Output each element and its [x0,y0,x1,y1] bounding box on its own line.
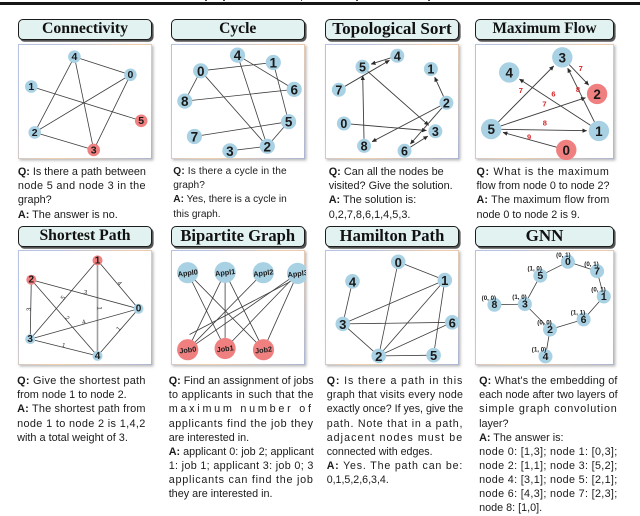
svg-text:9: 9 [527,133,531,142]
svg-text:(0, 0): (0, 0) [537,320,551,327]
svg-text:2: 2 [547,324,553,336]
svg-text:6: 6 [581,314,587,326]
svg-text:4: 4 [71,51,77,63]
svg-text:1: 1 [115,325,123,333]
svg-text:0: 0 [127,69,133,81]
svg-text:2: 2 [32,127,38,139]
svg-text:4: 4 [95,351,101,362]
svg-text:Appl2: Appl2 [252,267,273,278]
svg-text:1: 1 [28,81,34,93]
svg-text:(0, 1): (0, 1) [584,261,598,268]
svg-text:1: 1 [96,306,103,310]
svg-text:2: 2 [263,139,271,154]
svg-text:7: 7 [519,86,523,95]
svg-text:3: 3 [27,334,33,345]
svg-text:2: 2 [375,349,382,364]
svg-text:3: 3 [91,144,97,156]
svg-text:7: 7 [579,64,583,73]
svg-text:8: 8 [543,119,547,128]
svg-text:Job2: Job2 [254,344,272,355]
svg-text:2: 2 [63,315,71,323]
svg-text:4: 4 [115,280,123,288]
svg-text:7: 7 [594,266,600,278]
svg-text:6: 6 [290,82,298,97]
svg-text:5: 5 [60,294,68,302]
svg-text:3: 3 [26,307,33,311]
svg-text:8: 8 [576,85,580,94]
svg-text:4: 4 [81,318,87,326]
svg-text:4: 4 [505,65,513,80]
svg-text:4: 4 [349,274,357,289]
svg-text:0: 0 [565,256,571,268]
svg-text:3: 3 [432,125,439,139]
svg-text:5: 5 [487,122,495,137]
svg-text:1: 1 [595,124,603,139]
svg-text:4: 4 [543,351,549,363]
svg-text:3: 3 [83,289,89,297]
svg-text:1: 1 [61,342,67,350]
svg-text:0: 0 [340,117,347,131]
svg-text:5: 5 [537,270,543,282]
svg-text:Appl0: Appl0 [177,267,198,278]
svg-text:(0, 1): (0, 1) [591,287,605,294]
svg-text:3: 3 [226,144,234,159]
svg-text:7: 7 [335,83,342,97]
svg-text:8: 8 [181,94,189,109]
svg-text:0: 0 [395,255,402,270]
svg-text:5: 5 [359,60,366,74]
svg-text:7: 7 [190,130,198,145]
svg-text:(1, 1): (1, 1) [571,309,585,316]
svg-text:2: 2 [29,275,35,286]
svg-text:1: 1 [601,291,607,303]
svg-text:3: 3 [522,299,528,311]
svg-text:0: 0 [196,64,204,79]
svg-text:1: 1 [95,255,101,266]
svg-text:(0, 1): (0, 1) [556,252,570,259]
svg-text:8: 8 [491,299,497,311]
svg-text:(0, 0): (0, 0) [482,295,496,302]
svg-text:4: 4 [233,48,241,63]
svg-text:5: 5 [284,115,292,130]
svg-text:2: 2 [443,96,450,110]
svg-text:4: 4 [394,49,401,63]
svg-text:3: 3 [559,50,567,65]
svg-text:0: 0 [136,304,142,315]
svg-text:3: 3 [339,317,346,332]
svg-text:(1, 0): (1, 0) [527,266,541,273]
svg-text:6: 6 [449,315,456,330]
svg-text:1: 1 [427,63,434,77]
svg-text:2: 2 [593,87,601,102]
svg-text:1: 1 [269,56,277,71]
svg-text:6: 6 [551,90,555,99]
svg-text:Appl3: Appl3 [287,268,306,279]
svg-text:7: 7 [542,100,546,109]
svg-text:5: 5 [430,348,437,363]
svg-text:8: 8 [361,139,368,153]
svg-text:Job0: Job0 [178,344,196,355]
svg-text:1: 1 [441,273,448,288]
svg-text:5: 5 [138,115,144,127]
svg-text:Appl1: Appl1 [214,267,235,278]
svg-text:(1, 0): (1, 0) [512,294,526,301]
svg-text:0: 0 [563,143,571,158]
svg-text:6: 6 [401,144,408,158]
svg-text:Job1: Job1 [216,343,234,354]
svg-text:(1, 0): (1, 0) [532,347,546,354]
